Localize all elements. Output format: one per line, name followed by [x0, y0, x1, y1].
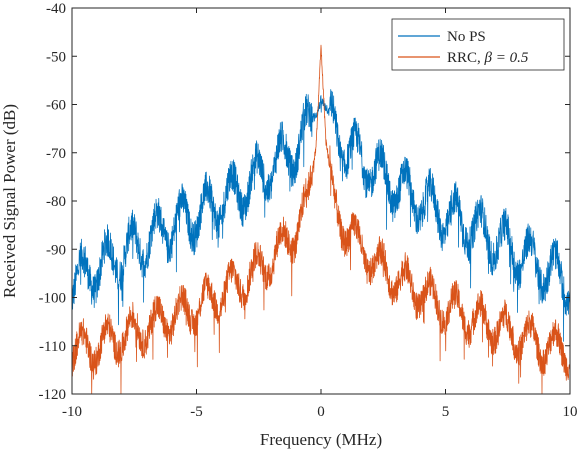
- y-tick-label: -120: [39, 387, 67, 403]
- legend: No PS RRC, β = 0.5: [391, 18, 565, 71]
- y-tick-label: -100: [39, 291, 67, 307]
- y-tick-label: -70: [46, 146, 66, 162]
- y-tick-label: -60: [46, 98, 66, 114]
- x-axis-label: Frequency (MHz): [260, 430, 382, 449]
- x-tick-label: 10: [563, 404, 578, 420]
- series-line-no-ps: [71, 89, 571, 342]
- x-tick-label: -10: [62, 404, 82, 420]
- y-tick-label: -110: [39, 339, 66, 355]
- x-tick-label: 0: [317, 404, 325, 420]
- legend-label-rrc: RRC, β = 0.5: [447, 50, 529, 66]
- y-axis-label: Received Signal Power (dB): [0, 104, 19, 298]
- ticks-layer: -10 -5 0 5 10-120-110-100-90-80-70-60-50-40: [39, 1, 578, 420]
- y-tick-label: -50: [46, 49, 66, 65]
- legend-label-no-ps: No PS: [447, 29, 486, 45]
- legend-box: [391, 18, 565, 71]
- series-layer: [71, 44, 571, 395]
- series-line-rrc: [71, 44, 571, 395]
- y-tick-label: -40: [46, 1, 66, 17]
- legend-label-rrc-prefix: RRC,: [447, 50, 485, 66]
- y-tick-label: -90: [46, 242, 66, 258]
- x-tick-label: -5: [190, 404, 203, 420]
- legend-label-rrc-beta: β = 0.5: [484, 50, 529, 66]
- y-tick-label: -80: [46, 194, 66, 210]
- x-tick-label: 5: [442, 404, 450, 420]
